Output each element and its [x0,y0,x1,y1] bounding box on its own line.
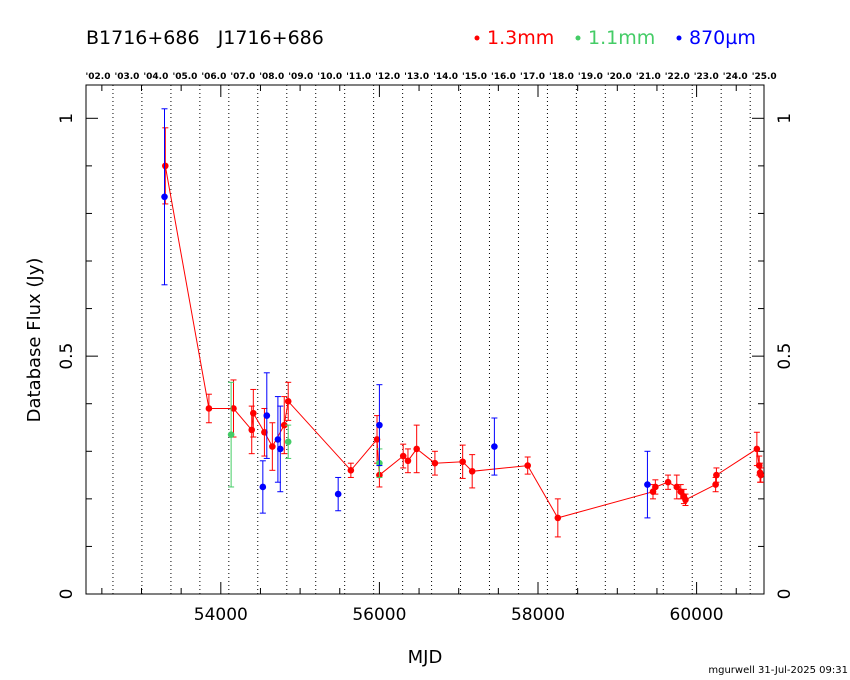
year-label: '12.0 [375,72,400,82]
y-tick-label-right: 0 [775,589,795,600]
year-label: '16.0 [491,72,516,82]
data-point [334,490,342,498]
legend-label: 870µm [689,27,756,49]
data-point [259,483,267,491]
footer-stamp: mgurwell 31-Jul-2025 09:31 [708,665,848,676]
legend-marker [575,35,581,41]
x-tick-label: 56000 [352,605,406,625]
legend-label: 1.1mm [588,27,655,49]
series-11mm [227,381,383,488]
data-point [524,462,531,469]
data-point [269,443,276,450]
legend-marker [474,35,480,41]
legend: 1.3mm 1.1mm 870µm [474,27,756,49]
data-point [284,398,292,405]
source-title: B1716+686 J1716+686 [86,27,324,49]
legend-marker [676,35,682,41]
data-point [682,496,689,504]
data-point [284,438,292,446]
year-label: '09.0 [288,72,313,82]
year-label: '19.0 [578,72,603,82]
year-label: '04.0 [143,72,168,82]
year-label: '21.0 [636,72,661,82]
data-point [399,452,407,460]
data-point [250,409,257,417]
legend-label: 1.3mm [487,27,554,49]
y-tick-label-left: 0.5 [57,343,77,370]
year-label: '10.0 [317,72,342,82]
data-point [376,421,383,429]
series-870m [161,108,651,519]
data-point [673,483,681,491]
plot-frame [85,84,765,595]
y-tick-label-right: 1 [775,113,795,124]
data-point [753,445,761,453]
data-point [431,459,439,467]
data-point [248,426,256,434]
series-13mm [161,127,765,538]
year-label: '24.0 [723,72,748,82]
data-point [677,488,685,496]
year-labels: '02.0'03.0 '04.0 '05.0 '06.0 '07.0 '08.0 '09.0… [86,72,777,82]
y-tick-label-right: 0.5 [775,343,795,370]
data-point [347,467,355,474]
data-point [227,431,235,438]
data-point [230,405,237,412]
year-label: '05.0 [172,72,197,82]
data-point [664,478,672,486]
data-point [161,162,169,170]
data-point [276,445,284,453]
year-label: '03.0 [114,72,139,82]
year-label: '08.0 [259,72,284,82]
year-label: '22.0 [665,72,690,82]
data-point [161,193,168,201]
x-axis-label: MJD [408,647,443,668]
year-label: '25.0 [752,72,777,82]
x-tick-label: 60000 [670,605,724,625]
x-tick-label: 58000 [511,605,565,625]
data-point [713,471,720,479]
data-point [404,457,412,465]
data-point [712,481,719,488]
year-label: '17.0 [520,72,545,82]
data-series [161,108,765,538]
year-label: '02.0 [86,72,111,82]
year-label: '20.0 [607,72,632,82]
x-tick-label: 54000 [194,605,248,625]
data-point [468,467,476,475]
data-point [757,471,765,479]
year-label: '18.0 [549,72,574,82]
data-point [755,462,763,469]
data-point [554,514,562,522]
y-axis-label: Database Flux (Jy) [24,258,45,423]
data-point [413,445,420,453]
data-point [205,405,213,412]
year-label: '11.0 [346,72,371,82]
data-point [644,481,651,488]
y-tick-label-left: 0 [57,589,77,600]
data-point [263,412,271,419]
year-label: '13.0 [404,72,429,82]
year-label: '23.0 [694,72,719,82]
data-point [261,428,268,436]
year-label: '14.0 [433,72,458,82]
data-point [280,421,288,429]
data-point [373,436,381,443]
year-label: '15.0 [462,72,487,82]
data-point [459,458,466,466]
data-point [652,483,659,491]
data-point [274,436,282,443]
x-axis-ticks: 54000 56000 58000 60000 [101,85,737,625]
year-label: '06.0 [201,72,226,82]
year-label: '07.0 [230,72,255,82]
y-tick-label-left: 1 [57,113,77,124]
y-axis-ticks: 0 0 0.5 0.5 1 1 [57,113,795,600]
year-gridlines [112,85,751,594]
data-point [491,443,498,450]
